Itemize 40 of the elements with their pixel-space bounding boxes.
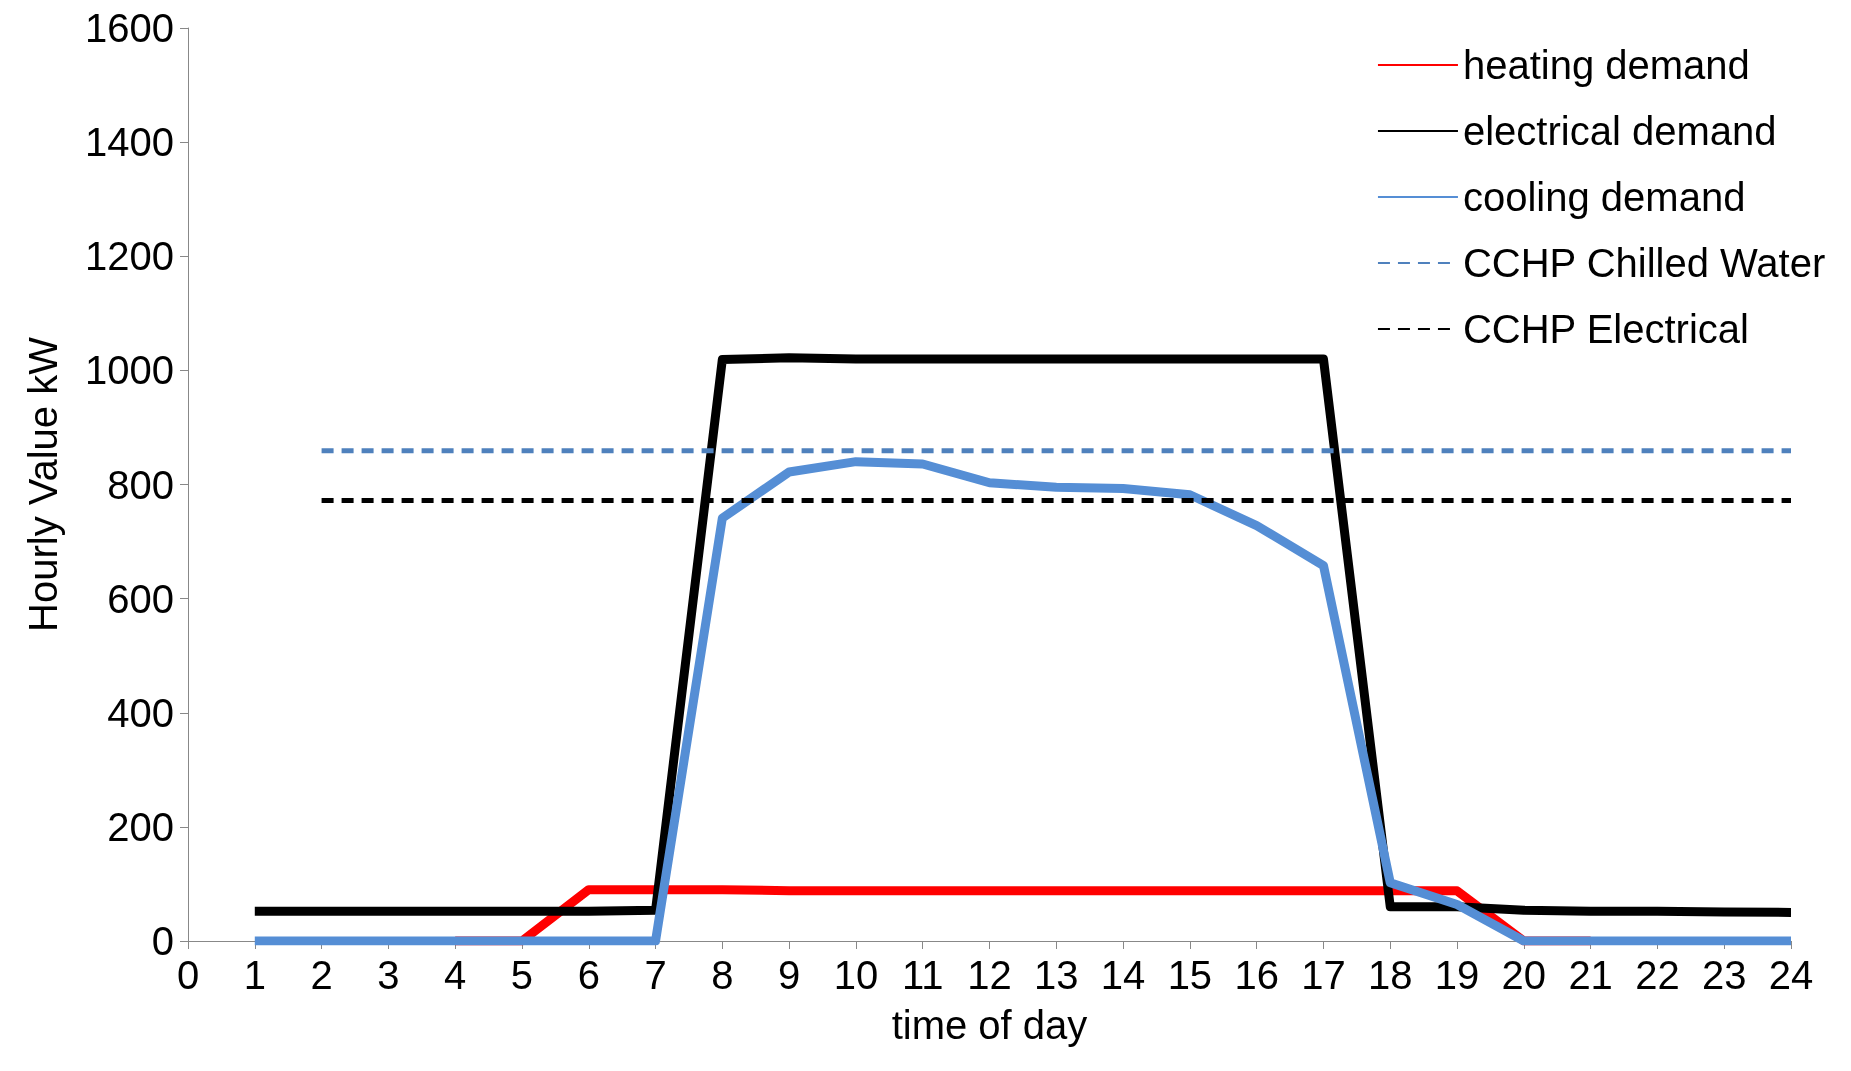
- y-tick-label: 0: [151, 919, 174, 963]
- x-tick-label: 19: [1434, 953, 1480, 997]
- x-tick-label: 10: [833, 953, 879, 997]
- x-tick-label: 5: [510, 953, 534, 997]
- x-tick-label: 7: [644, 953, 667, 997]
- x-tick-label: 2: [310, 953, 333, 997]
- x-tick-label: 3: [377, 953, 400, 997]
- y-tick-label: 800: [107, 462, 174, 507]
- y-tick-label: 400: [107, 690, 174, 735]
- x-tick-label: 12: [967, 953, 1012, 997]
- y-axis-title: Hourly Value kW: [21, 336, 65, 632]
- y-tick-label: 600: [107, 576, 174, 621]
- y-tick-label: 200: [107, 804, 174, 849]
- x-tick-label: 22: [1635, 953, 1680, 997]
- legend-label: heating demand: [1462, 43, 1750, 87]
- legend-label: CCHP Chilled Water: [1462, 241, 1826, 285]
- x-tick-label: 1: [243, 953, 266, 997]
- x-tick-label: 17: [1301, 953, 1346, 997]
- x-tick-label: 15: [1167, 953, 1213, 997]
- x-tick-label: 20: [1501, 953, 1547, 997]
- legend-label: electrical demand: [1462, 109, 1777, 153]
- x-tick-label: 24: [1768, 953, 1814, 997]
- x-tick-label: 13: [1034, 953, 1079, 997]
- y-tick-label: 1200: [85, 234, 174, 279]
- x-tick-label: 21: [1568, 953, 1613, 997]
- x-tick-label: 23: [1701, 953, 1747, 997]
- x-tick-label: 14: [1100, 953, 1146, 997]
- x-tick-label: 16: [1234, 953, 1279, 997]
- legend-label: CCHP Electrical: [1462, 307, 1749, 351]
- x-axis-title: time of day: [891, 1003, 1088, 1047]
- x-tick-label: 18: [1368, 953, 1413, 997]
- x-tick-label: 9: [778, 953, 801, 997]
- y-tick-label: 1600: [85, 6, 174, 50]
- x-tick-label: 8: [711, 953, 734, 997]
- x-tick-label: 11: [901, 953, 944, 997]
- y-tick-label: 1000: [85, 348, 174, 393]
- y-tick-label: 1400: [85, 120, 174, 165]
- legend-label: cooling demand: [1462, 175, 1746, 219]
- x-tick-label: 4: [444, 953, 467, 997]
- x-tick-label: 6: [577, 953, 600, 997]
